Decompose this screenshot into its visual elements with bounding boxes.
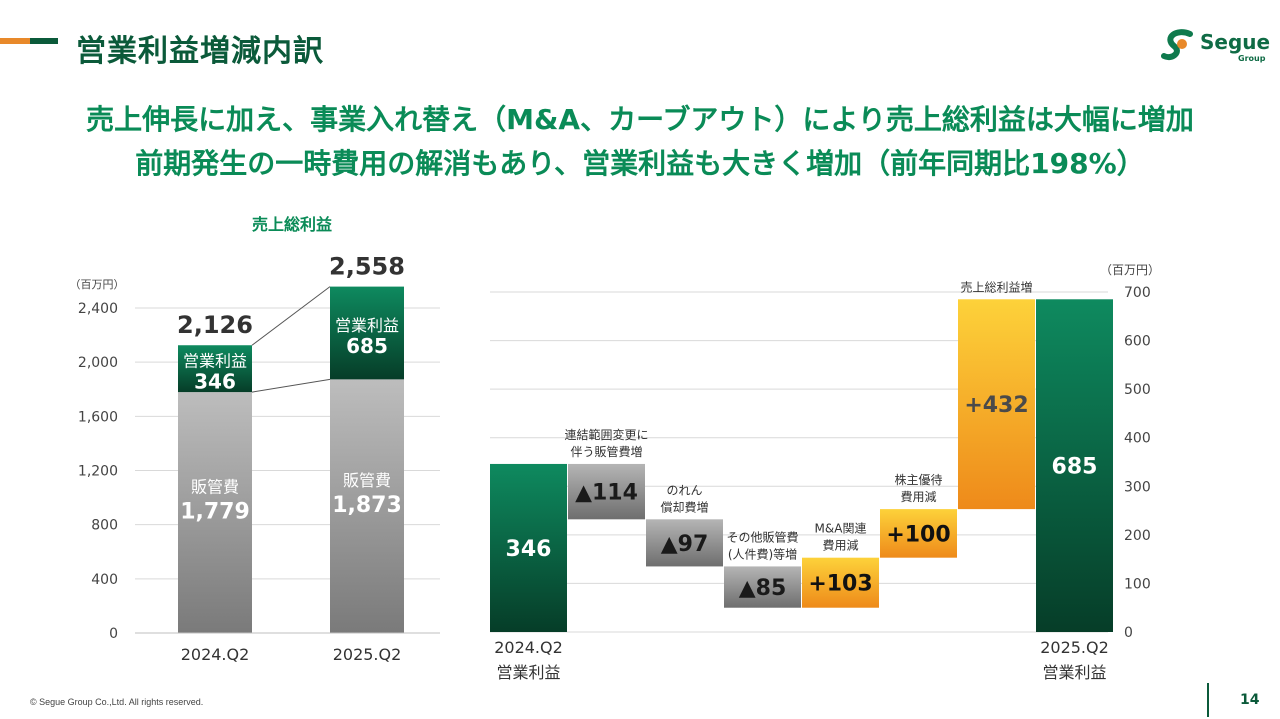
chart1-connector-line xyxy=(251,378,331,393)
chart1-ytick-label: 2,000 xyxy=(78,355,118,371)
chart2-value-label: +103 xyxy=(808,572,872,597)
chart2-category-label: 営業利益 xyxy=(496,663,560,682)
chart1-ytick-label: 0 xyxy=(109,626,118,642)
chart2-value-label: ▲85 xyxy=(739,576,787,601)
chart2-ytick-label: 600 xyxy=(1124,334,1151,350)
chart2-value-label: +100 xyxy=(886,522,950,547)
chart1-xtick-label: 2025.Q2 xyxy=(333,645,402,664)
chart1-sga-name-label: 販管費 xyxy=(191,478,239,497)
chart2-bar-decrease xyxy=(724,566,801,608)
chart1-unit: （百万円） xyxy=(70,278,125,291)
chart1-bar-sga xyxy=(178,392,252,633)
chart1-total-label: 2,558 xyxy=(329,253,405,281)
chart2-category-label: 費用減 xyxy=(822,538,858,553)
chart2-bar-decrease xyxy=(568,463,645,520)
chart2-category-label: その他販管費 xyxy=(726,529,798,544)
operating-profit-waterfall-chart: （百万円） 0 100 200 300 400 500 600 700 346 2024.Q2 営業利… xyxy=(490,263,1160,682)
chart1-ytick-label: 1,600 xyxy=(78,409,118,425)
chart2-category-label: 償却費増 xyxy=(660,499,708,514)
chart2-bar-total xyxy=(1036,299,1113,632)
chart1-sga-value-label: 1,779 xyxy=(180,500,250,525)
logo-subtext: Group xyxy=(1238,54,1266,63)
chart2-value-label: ▲97 xyxy=(661,532,709,557)
chart1-xtick-label: 2024.Q2 xyxy=(181,645,250,664)
page-title: 営業利益増減内訳 xyxy=(76,34,324,69)
chart2-category-label: のれん xyxy=(666,483,702,497)
chart2-category-label: 2024.Q2 xyxy=(494,638,563,657)
accent-bar-green xyxy=(30,38,58,44)
chart2-value-label: 346 xyxy=(506,537,552,562)
chart2-category-label: 費用減 xyxy=(900,489,936,504)
accent-bar-orange xyxy=(0,38,30,44)
chart1-ytick-label: 2,400 xyxy=(78,301,118,317)
chart1-ytick-label: 1,200 xyxy=(78,464,118,480)
gross-profit-stacked-chart: 売上総利益 （百万円） 0 400 800 1,200 1,600 2,000 2,400 販管費… xyxy=(70,215,440,664)
chart1-total-label: 2,126 xyxy=(177,311,253,339)
chart2-ytick-label: 300 xyxy=(1124,479,1151,495)
chart2-category-label: 伴う販管費増 xyxy=(570,444,642,459)
chart2-unit: （百万円） xyxy=(1100,263,1160,277)
chart2-value-label: ▲114 xyxy=(575,481,638,506)
chart1-op-name-label: 営業利益 xyxy=(183,352,247,371)
chart2-ytick-label: 500 xyxy=(1124,382,1151,398)
chart2-category-label: 2025.Q2 xyxy=(1040,638,1109,657)
chart2-ytick-label: 200 xyxy=(1124,528,1151,544)
chart2-ytick-label: 700 xyxy=(1124,285,1151,301)
chart1-sga-name-label: 販管費 xyxy=(343,471,391,490)
headline-line2: 前期発生の一時費用の解消もあり、営業利益も大きく増加（前年同期比198%） xyxy=(135,147,1145,180)
logo-wordmark: Segue xyxy=(1200,30,1271,54)
chart2-ytick-label: 100 xyxy=(1124,576,1151,592)
segue-logo: Segue Group xyxy=(1160,26,1270,66)
page-number: 14 xyxy=(1240,692,1260,708)
chart2-bar-total xyxy=(490,463,567,632)
chart2-category-label: (人件費)等増 xyxy=(728,546,797,561)
chart1-op-value-label: 685 xyxy=(346,334,388,358)
page-divider xyxy=(1207,683,1209,717)
chart1-bar-operating-profit xyxy=(330,286,404,380)
chart2-bar-increase xyxy=(880,509,957,558)
chart2-bar-increase xyxy=(958,299,1035,510)
chart1-sga-value-label: 1,873 xyxy=(332,493,402,518)
chart2-ytick-label: 0 xyxy=(1124,625,1133,641)
chart2-category-label: 売上総利益増 xyxy=(960,279,1032,294)
logo-icon xyxy=(1161,29,1193,60)
chart2-value-label: +432 xyxy=(964,393,1028,418)
chart1-bar-sga xyxy=(330,379,404,633)
chart2-value-label: 685 xyxy=(1052,455,1098,480)
chart1-connector-line xyxy=(251,286,331,346)
chart1-bar-operating-profit xyxy=(178,345,252,393)
headline-line1: 売上伸長に加え、事業入れ替え（M&A、カーブアウト）により売上総利益は大幅に増加 xyxy=(86,103,1194,136)
chart2-ytick-label: 400 xyxy=(1124,431,1151,447)
chart1-op-name-label: 営業利益 xyxy=(335,316,399,335)
chart2-category-label: 株主優待 xyxy=(894,472,942,487)
chart1-op-value-label: 346 xyxy=(194,370,236,394)
chart2-category-label: 営業利益 xyxy=(1042,663,1106,682)
chart2-category-label: 連結範囲変更に xyxy=(564,427,648,442)
chart1-ytick-label: 400 xyxy=(91,572,118,588)
chart2-bar-decrease xyxy=(646,519,723,567)
chart2-bar-increase xyxy=(802,557,879,608)
chart1-title: 売上総利益 xyxy=(252,215,332,234)
chart2-category-label: M&A関連 xyxy=(815,522,867,536)
chart1-ytick-label: 800 xyxy=(91,518,118,534)
copyright: © Segue Group Co.,Ltd. All rights reserv… xyxy=(30,697,204,707)
